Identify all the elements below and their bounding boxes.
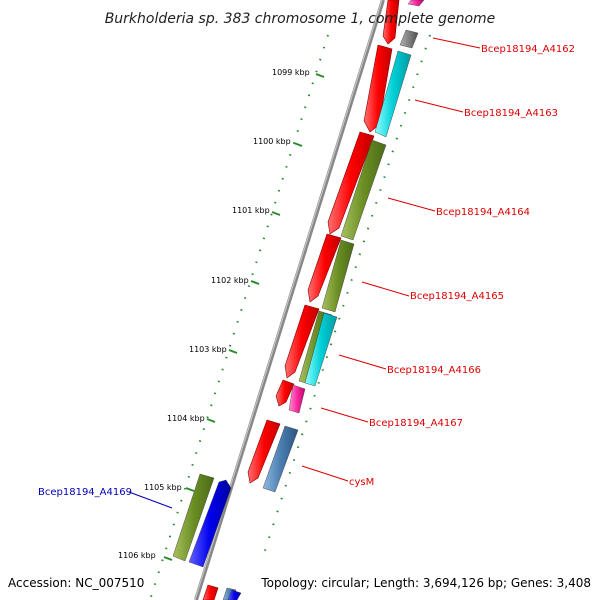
gene-label[interactable]: Bcep18194_A4165 (410, 291, 504, 302)
cog-track (172, 0, 425, 600)
cog-feature (374, 50, 412, 138)
gene-label[interactable]: Bcep18194_A4167 (369, 418, 463, 429)
cog-feature (227, 589, 242, 600)
tick-labels: 1099 kbp 1100 kbp 1101 kbp 1102 kbp 1103… (118, 68, 310, 560)
leader-line (432, 37, 481, 49)
tick-mark (250, 280, 260, 285)
cog-feature (340, 139, 387, 241)
tick-mark (228, 349, 238, 354)
cds-feature (307, 233, 342, 303)
leader-lines (128, 37, 481, 509)
cog-feature (288, 384, 306, 414)
cog-feature (188, 479, 232, 568)
gene-label[interactable]: Bcep18194_A4162 (481, 44, 575, 55)
map-title: Burkholderia sp. 383 chromosome 1, compl… (105, 11, 496, 27)
cds-feature (202, 584, 219, 600)
gene-label[interactable]: Bcep18194_A4169 (38, 487, 132, 498)
backbone-line (194, 0, 385, 600)
leader-line (361, 281, 410, 297)
tick-label: 1102 kbp (211, 276, 249, 285)
tick-mark (315, 73, 325, 78)
leader-line (320, 407, 369, 423)
cds-feature (327, 131, 375, 235)
gene-label[interactable]: cysM (349, 477, 374, 488)
cds-track (202, 0, 400, 600)
cog-feature (304, 312, 338, 387)
gene-labels: Bcep18194_A4162 Bcep18194_A4163 Bcep1819… (38, 44, 575, 498)
tick-label: 1105 kbp (144, 483, 182, 492)
accession-text: Accession: NC_007510 (8, 576, 144, 590)
tick-mark (185, 487, 195, 492)
leader-line (301, 465, 349, 482)
cds-feature (275, 379, 295, 407)
cog-feature (321, 239, 355, 313)
tick-label: 1100 kbp (253, 137, 291, 146)
tick-mark (163, 556, 173, 561)
cog-feature (262, 425, 299, 493)
leader-line (338, 354, 387, 370)
dotted-track-inner (261, 34, 431, 561)
tick-mark (293, 142, 303, 147)
cog-feature (172, 473, 215, 562)
tick-label: 1103 kbp (189, 345, 227, 354)
leader-line (414, 99, 464, 113)
cds-feature (284, 304, 320, 379)
tick-label: 1106 kbp (118, 551, 156, 560)
cds-feature (382, 0, 400, 45)
cds-feature (363, 44, 393, 133)
gene-label[interactable]: Bcep18194_A4166 (387, 365, 481, 376)
tick-label: 1104 kbp (167, 414, 205, 423)
leader-line (387, 197, 436, 212)
tick-marks (163, 73, 325, 561)
tick-label: 1101 kbp (232, 206, 270, 215)
cds-feature (247, 419, 281, 484)
tick-mark (271, 211, 281, 216)
gene-label[interactable]: Bcep18194_A4164 (436, 207, 530, 218)
gene-label[interactable]: Bcep18194_A4163 (464, 108, 558, 119)
topology-text: Topology: circular; Length: 3,694,126 bp… (260, 576, 591, 590)
leader-line (128, 491, 173, 509)
tick-label: 1099 kbp (272, 68, 310, 77)
cog-feature (407, 0, 425, 7)
cog-feature (399, 29, 419, 49)
tick-mark (206, 418, 216, 423)
